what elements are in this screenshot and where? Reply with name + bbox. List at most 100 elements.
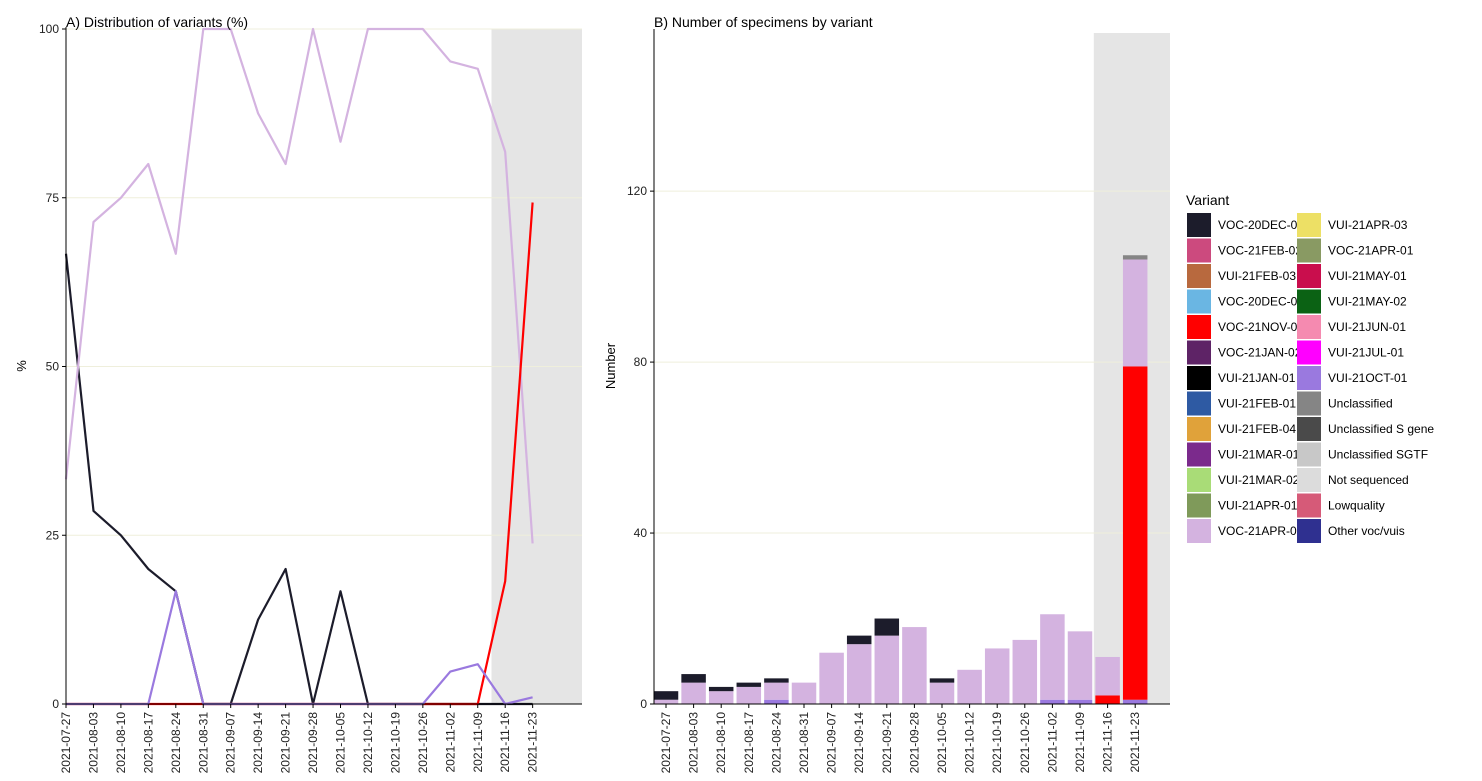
panel-a-x-tick-label: 2021-09-28 [306, 712, 320, 774]
panel-b-x-tick-label: 2021-08-24 [769, 712, 783, 774]
panel-b-x-tick-label: 2021-08-10 [714, 712, 728, 774]
legend-label: Unclassified S gene [1328, 422, 1434, 436]
panel-a-x-tick-label: 2021-10-19 [388, 712, 402, 774]
legend-label: VUI-21MAR-02 [1218, 473, 1300, 487]
panel-b-x-tick-label: 2021-10-12 [963, 712, 977, 774]
legend-swatch [1187, 366, 1211, 390]
legend-label: VUI-21JUL-01 [1328, 346, 1404, 360]
legend-swatch [1297, 417, 1321, 441]
panel-b-x-tick-label: 2021-10-26 [1018, 712, 1032, 774]
panel-a-y-tick-label: 0 [52, 697, 59, 711]
bar-segment-voc-21apr-02 [1012, 639, 1038, 704]
legend-swatch [1187, 238, 1211, 263]
panel-a-x-tick-label: 2021-08-17 [141, 712, 155, 774]
bar-segment-voc-21apr-02 [846, 644, 872, 704]
legend-label: VUI-21JAN-01 [1218, 371, 1296, 385]
panel-a-x-tick-label: 2021-08-31 [196, 712, 210, 774]
legend-label: VUI-21FEB-04 [1218, 422, 1296, 436]
legend-items: VOC-20DEC-01 VOC-21FEB-02 VUI-21FEB-03 VOC-… [1187, 213, 1434, 543]
series-line-voc-21nov-01 [66, 202, 534, 706]
legend-swatch [1297, 493, 1321, 518]
panel-a-x-tick-label: 2021-09-14 [251, 712, 265, 774]
bar-segment-voc-20dec-01 [708, 686, 734, 692]
legend-swatch [1187, 519, 1211, 543]
legend-label: VOC-21APR-01 [1328, 244, 1414, 258]
panel-a-y-tick-label: 100 [39, 22, 59, 36]
panel-a-x-tick-label: 2021-10-05 [334, 712, 348, 774]
legend-label: VUI-21MAY-02 [1328, 295, 1407, 309]
panel-a-y-tick-label: 50 [46, 360, 60, 374]
panel-a-x-tick-label: 2021-07-27 [59, 712, 73, 774]
legend-label: Other voc/vuis [1328, 524, 1405, 538]
legend-swatch [1297, 264, 1321, 288]
legend-label: Unclassified [1328, 397, 1393, 411]
legend-swatch [1187, 315, 1211, 339]
panel-a-x-ticks: 2021-07-27 2021-08-03 2021-08-10 2021-08-17… [59, 704, 540, 773]
panel-b-y-tick-label: 0 [640, 697, 647, 711]
panel-b-x-tick-label: 2021-10-19 [990, 712, 1004, 774]
panel-a-x-tick-label: 2021-10-12 [361, 712, 375, 774]
panel-b-x-tick-label: 2021-11-09 [1073, 712, 1087, 773]
legend-swatch [1187, 417, 1211, 441]
legend-swatch [1187, 442, 1211, 467]
bar-segment-voc-20dec-01 [846, 635, 872, 645]
panel-b-x-tick-label: 2021-11-16 [1101, 712, 1115, 773]
panel-a-x-tick-label: 2021-11-09 [471, 712, 485, 773]
bar-segment-voc-20dec-01 [736, 682, 762, 687]
panel-a-y-tick-label: 25 [46, 528, 60, 542]
legend-swatch [1297, 468, 1321, 492]
bar-segment-voc-20dec-01 [681, 674, 706, 683]
panel-a-x-tick-label: 2021-11-16 [498, 712, 512, 773]
bar-segment-voc-20dec-01 [874, 618, 900, 636]
panel-b-x-tick-label: 2021-09-14 [852, 712, 866, 774]
legend-swatch [1297, 391, 1321, 416]
bar-segment-voc-21apr-02 [764, 682, 789, 700]
panel-a-x-tick-label: 2021-08-03 [86, 712, 100, 774]
legend-label: VUI-21MAY-01 [1328, 269, 1407, 283]
bar-segment-voc-20dec-01 [653, 691, 679, 700]
series-line-voc-20dec-01 [64, 253, 533, 706]
panel-b-y-tick-label: 40 [634, 526, 648, 540]
panel-b-x-tick-label: 2021-10-05 [935, 712, 949, 774]
panel-b-y-ticks: 0 40 80 120 [627, 184, 654, 711]
series-line-voc-21apr-02 [64, 27, 534, 544]
panel-b-x-tick-label: 2021-08-31 [797, 712, 811, 774]
bar-segment-voc-21apr-02 [736, 686, 762, 704]
panel-b-x-tick-label: 2021-08-17 [742, 712, 756, 774]
panel-a-y-ticks: 0 25 50 75 100 [39, 22, 66, 711]
legend-swatch [1187, 289, 1211, 314]
legend-label: Not sequenced [1328, 473, 1409, 487]
bar-segment-vui-21oct-01 [1122, 699, 1148, 704]
bar-segment-voc-21apr-02 [681, 682, 706, 704]
panel-b-y-tick-label: 80 [634, 355, 648, 369]
legend-swatch [1297, 213, 1321, 237]
legend-label: Unclassified SGTF [1328, 448, 1428, 462]
bar-segment-unclassified [1122, 255, 1148, 260]
legend-label: VOC-20DEC-01 [1218, 218, 1304, 232]
legend-label: VOC-21JAN-02 [1218, 346, 1302, 360]
legend-swatch [1187, 493, 1211, 518]
legend-swatch [1187, 264, 1211, 288]
bar-segment-voc-21apr-02 [874, 635, 900, 704]
panel-a-distribution: 0 25 50 75 100 2021-07-27 2021-08-03 2021-08-1… [14, 14, 582, 773]
panel-b-x-tick-label: 2021-09-21 [880, 712, 894, 774]
legend-swatch [1297, 315, 1321, 339]
legend-label: VOC-20DEC-02 [1218, 295, 1304, 309]
bar-segment-vui-21oct-01 [1040, 699, 1065, 704]
legend-swatch [1297, 366, 1321, 390]
bar-segment-voc-21apr-02 [1122, 259, 1148, 367]
bar-segment-voc-20dec-01 [764, 678, 789, 683]
bar-segment-voc-21apr-02 [984, 648, 1010, 704]
bar-segment-voc-21apr-02 [957, 669, 982, 704]
panel-b-x-tick-label: 2021-09-07 [825, 712, 839, 774]
panel-a-x-tick-label: 2021-10-26 [416, 712, 430, 774]
bar-segment-voc-21apr-02 [653, 699, 679, 704]
legend-label: VOC-21APR-02 [1218, 524, 1304, 538]
panel-a-gridlines [66, 28, 582, 536]
legend-swatch [1297, 442, 1321, 467]
bar-segment-voc-21apr-02 [929, 682, 955, 704]
legend-label: Lowquality [1328, 499, 1385, 513]
legend-label: VUI-21FEB-01 [1218, 397, 1296, 411]
bar-segment-vui-21oct-01 [1067, 699, 1093, 704]
